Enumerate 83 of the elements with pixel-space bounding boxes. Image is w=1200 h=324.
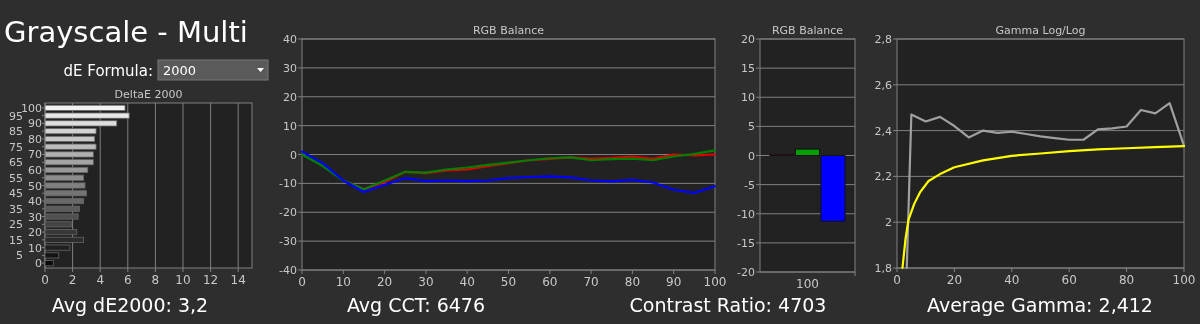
x-tick-label: 14	[230, 273, 246, 287]
y-tick-label: 100	[21, 101, 42, 115]
y-tick-label: -40	[279, 264, 297, 277]
y-tick-label: 2,8	[874, 33, 892, 46]
text: Avg dE2000: 3,2	[51, 294, 209, 316]
x-tick-label: 4	[96, 273, 105, 287]
y-tick-label: 45	[9, 187, 23, 201]
x-tick-label: 20	[376, 275, 393, 289]
x-tick-label: 40	[1004, 273, 1020, 287]
y-tick-label: 0	[35, 257, 42, 271]
text: Average Gamma: 2,412	[927, 294, 1153, 316]
y-tick-label: 15	[9, 233, 23, 247]
text: Avg CCT: 6476	[346, 294, 486, 316]
line-series	[905, 102, 1186, 270]
y-tick-label: 10	[283, 119, 297, 133]
y-tick-label: -10	[737, 207, 755, 221]
chart-title: Gamma Log/Log	[995, 24, 1086, 37]
text: dE Formula:	[63, 62, 153, 80]
x-tick-label: 8	[151, 273, 160, 287]
y-tick-label: 40	[28, 195, 42, 209]
y-tick-label: 95	[9, 109, 23, 123]
chart-title: DeltaE 2000	[114, 88, 183, 101]
text: Grayscale - Multi	[4, 15, 248, 49]
y-tick-label: 30	[283, 61, 297, 75]
y-tick-label: 55	[9, 171, 23, 185]
x-tick-label: 40	[459, 275, 475, 289]
y-tick-label: -10	[279, 177, 297, 191]
line-series	[901, 145, 1186, 270]
x-tick-label: 2	[68, 273, 77, 287]
chart-title: RGB Balance	[472, 24, 545, 37]
x-tick-label: 10	[335, 275, 351, 289]
y-tick-label: 2	[885, 216, 892, 230]
x-tick-label: 12	[202, 273, 219, 287]
x-tick-label: 10	[175, 273, 191, 287]
x-tick-label: 90	[666, 275, 682, 289]
y-tick-label: 60	[28, 163, 42, 177]
x-tick-label: 30	[418, 275, 434, 289]
x-tick-label: 6	[123, 273, 132, 287]
x-tick-label: 60	[542, 275, 558, 289]
y-tick-label: 5	[748, 120, 755, 134]
y-tick-label: 90	[28, 117, 42, 131]
y-tick-label: 0	[748, 149, 755, 163]
y-tick-label: 2,6	[874, 78, 892, 92]
x-tick-label: 50	[500, 275, 517, 289]
y-tick-label: 70	[28, 148, 42, 162]
x-tick-label: 100	[796, 277, 819, 291]
y-tick-label: -15	[737, 236, 755, 250]
y-tick-label: 65	[9, 156, 23, 170]
y-tick-label: -20	[737, 266, 755, 279]
y-tick-label: 1,8	[874, 262, 892, 275]
y-tick-label: 2,2	[874, 170, 892, 184]
text: Contrast Ratio: 4703	[629, 294, 827, 316]
y-tick-label: 75	[9, 140, 23, 154]
y-tick-label: -20	[279, 206, 297, 220]
x-tick-label: 60	[1061, 273, 1077, 287]
x-tick-label: 70	[583, 275, 599, 289]
x-tick-label: 20	[946, 273, 963, 287]
text: 2000	[163, 63, 197, 78]
y-tick-label: -30	[279, 235, 297, 249]
x-tick-label: 80	[1118, 273, 1135, 287]
y-tick-label: 5	[16, 249, 23, 263]
y-tick-label: 20	[283, 90, 297, 104]
y-tick-label: 80	[28, 132, 42, 146]
y-tick-label: -5	[744, 178, 755, 192]
y-tick-label: 10	[28, 241, 42, 255]
chart-title: RGB Balance	[771, 24, 844, 37]
x-tick-label: 0	[893, 273, 901, 287]
x-tick-label: 100	[703, 275, 727, 289]
y-tick-label: 50	[28, 179, 42, 193]
y-tick-label: 10	[741, 91, 755, 105]
y-tick-label: 40	[283, 33, 297, 46]
y-tick-label: 25	[9, 218, 23, 232]
y-tick-label: 20	[741, 33, 755, 46]
y-tick-label: 30	[28, 210, 42, 224]
y-tick-label: 0	[290, 148, 297, 162]
y-tick-label: 35	[9, 202, 23, 216]
y-tick-label: 15	[741, 62, 755, 76]
y-tick-label: 20	[28, 226, 42, 240]
x-tick-label: 0	[298, 275, 306, 289]
x-tick-label: 100	[1172, 273, 1196, 287]
y-tick-label: 85	[9, 125, 23, 139]
y-tick-label: 2,4	[874, 124, 892, 138]
x-tick-label: 80	[624, 275, 641, 289]
